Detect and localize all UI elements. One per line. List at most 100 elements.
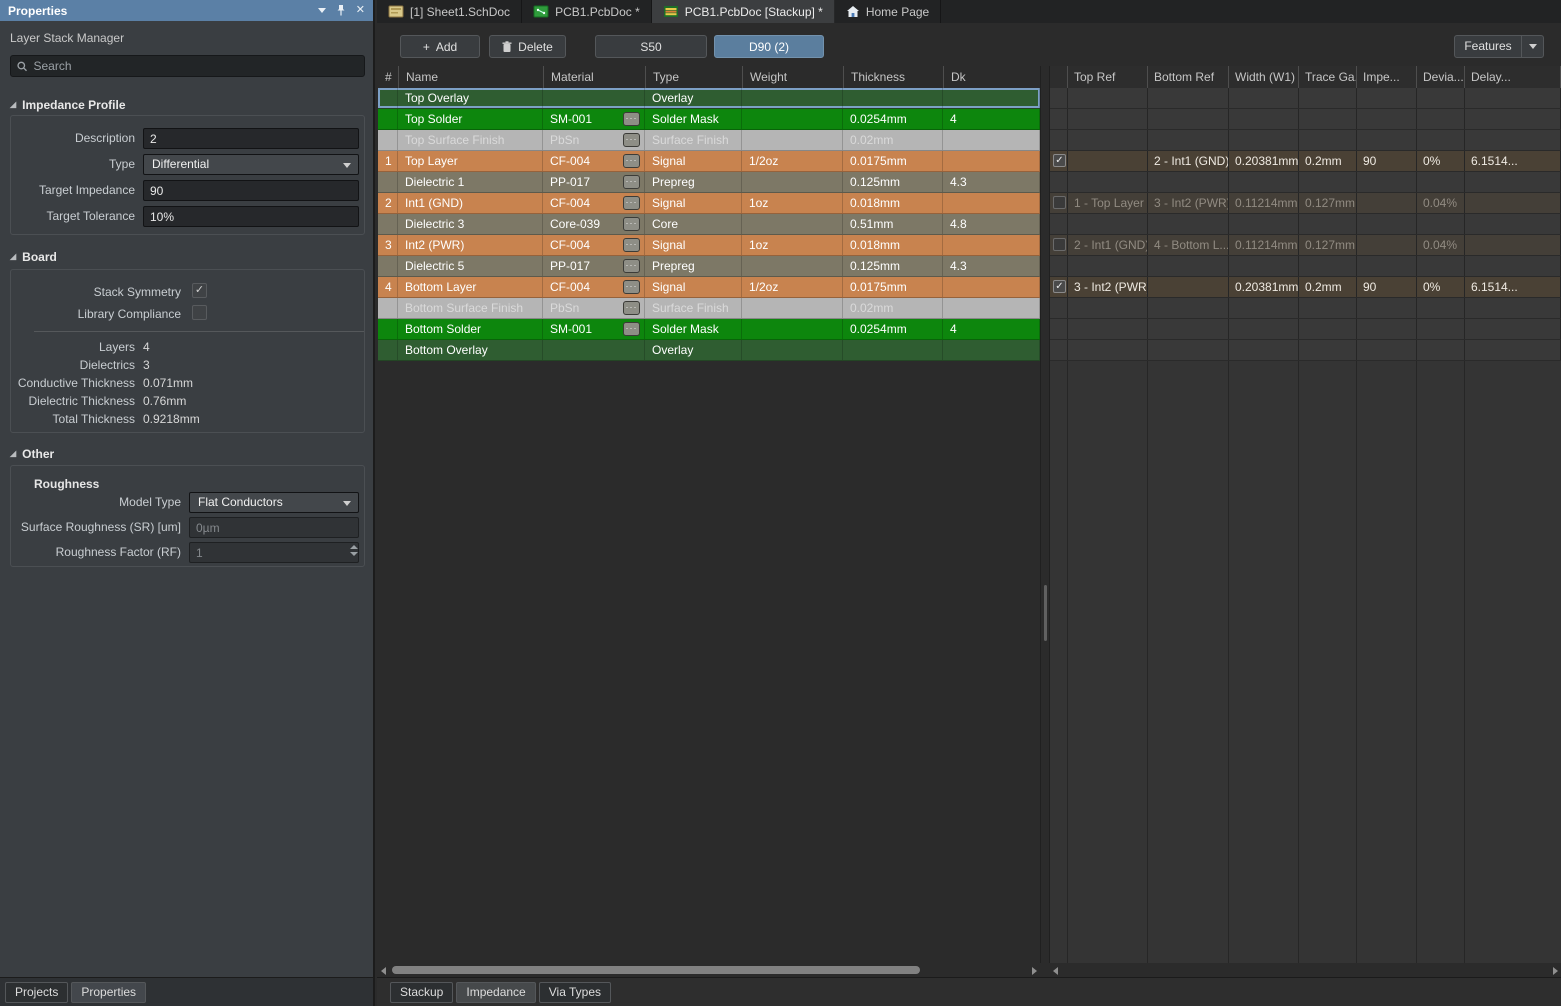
stack-cell: Dielectric 3 xyxy=(398,214,543,234)
stack-table-row[interactable]: Bottom SolderSM-001···Solder Mask0.0254m… xyxy=(378,319,1040,340)
impedance-cell xyxy=(1357,235,1417,255)
impedance-cell: 6.1514... xyxy=(1465,151,1561,171)
horizontal-scrollbar-stack[interactable] xyxy=(378,963,1040,977)
stack-table-row[interactable]: 1Top LayerCF-004···Signal1/2oz0.0175mm xyxy=(378,151,1040,172)
chevron-down-icon[interactable] xyxy=(318,8,326,13)
material-browse-button[interactable]: ··· xyxy=(623,217,640,231)
description-field[interactable] xyxy=(143,128,359,149)
stack-table-row[interactable]: 2Int1 (GND)CF-004···Signal1oz0.018mm xyxy=(378,193,1040,214)
stat-value: 0.76mm xyxy=(143,392,186,410)
scroll-right-icon[interactable] xyxy=(1553,967,1558,975)
impedance-cell xyxy=(1050,256,1068,276)
tab-via-types[interactable]: Via Types xyxy=(539,982,611,1003)
impedance-cell xyxy=(1357,88,1417,108)
doc-tab-home[interactable]: Home Page xyxy=(835,0,941,23)
stack-cell: 0.125mm xyxy=(843,256,943,276)
stack-table-row[interactable]: Bottom OverlayOverlay xyxy=(378,340,1040,361)
impedance-cell: 0% xyxy=(1417,277,1465,297)
impedance-cell xyxy=(1050,298,1068,318)
features-button[interactable]: Features xyxy=(1454,35,1544,58)
impedance-cell: 6.1514... xyxy=(1465,277,1561,297)
stack-table-row[interactable]: Top OverlayOverlay xyxy=(378,88,1040,109)
material-browse-button[interactable]: ··· xyxy=(623,280,640,294)
material-browse-button[interactable]: ··· xyxy=(623,154,640,168)
impedance-cell xyxy=(1417,319,1465,339)
column-header: # xyxy=(378,66,398,88)
impedance-cell xyxy=(1050,193,1068,213)
collapse-triangle-icon: ◢ xyxy=(10,450,16,458)
section-other[interactable]: ◢ Other xyxy=(10,447,54,461)
doc-tab-stackup[interactable]: PCB1.PcbDoc [Stackup] * xyxy=(652,0,835,23)
material-browse-button[interactable]: ··· xyxy=(623,322,640,336)
scrollbar-thumb[interactable] xyxy=(392,966,920,974)
pin-icon[interactable] xyxy=(336,5,346,16)
scroll-left-icon[interactable] xyxy=(381,967,386,975)
scroll-left-icon[interactable] xyxy=(1053,967,1058,975)
material-browse-button[interactable]: ··· xyxy=(623,238,640,252)
target-impedance-field[interactable] xyxy=(143,180,359,201)
search-input[interactable] xyxy=(33,59,358,73)
impedance-row-checkbox[interactable]: ✓ xyxy=(1053,280,1066,293)
tab-stackup[interactable]: Stackup xyxy=(390,982,453,1003)
impedance-row[interactable]: 2 - Int1 (GND)4 - Bottom L...0.11214mm0.… xyxy=(1050,235,1561,256)
stack-table-row[interactable]: Dielectric 5PP-017···Prepreg0.125mm4.3 xyxy=(378,256,1040,277)
close-icon[interactable]: ✕ xyxy=(356,5,365,16)
stack-cell: 4 xyxy=(378,277,398,297)
stack-table-row[interactable]: Top SolderSM-001···Solder Mask0.0254mm4 xyxy=(378,109,1040,130)
impedance-cell xyxy=(1148,88,1229,108)
add-button[interactable]: +Add xyxy=(400,35,480,58)
stack-table-row[interactable]: 4Bottom LayerCF-004···Signal1/2oz0.0175m… xyxy=(378,277,1040,298)
stack-cell xyxy=(378,256,398,276)
tab-impedance[interactable]: Impedance xyxy=(456,982,535,1003)
impedance-cell xyxy=(1465,130,1561,150)
search-box[interactable] xyxy=(10,55,365,77)
scrollbar-thumb[interactable] xyxy=(1044,585,1047,641)
material-browse-button[interactable]: ··· xyxy=(623,133,640,147)
impedance-cell xyxy=(1148,109,1229,129)
impedance-row-checkbox[interactable] xyxy=(1053,238,1066,251)
stat-value: 4 xyxy=(143,338,150,356)
scroll-right-icon[interactable] xyxy=(1032,967,1037,975)
stack-table-row[interactable]: Dielectric 1PP-017···Prepreg0.125mm4.3 xyxy=(378,172,1040,193)
material-browse-button[interactable]: ··· xyxy=(623,175,640,189)
material-browse-button[interactable]: ··· xyxy=(623,196,640,210)
delete-button[interactable]: Delete xyxy=(489,35,566,58)
target-tolerance-field[interactable] xyxy=(143,206,359,227)
library-compliance-checkbox[interactable] xyxy=(192,305,207,320)
material-browse-button[interactable]: ··· xyxy=(623,112,640,126)
section-impedance-profile[interactable]: ◢ Impedance Profile xyxy=(10,98,126,112)
stack-table-row[interactable]: Bottom Surface FinishPbSn···Surface Fini… xyxy=(378,298,1040,319)
stack-table-row[interactable]: Dielectric 3Core-039···Core0.51mm4.8 xyxy=(378,214,1040,235)
stack-table-row[interactable]: 3Int2 (PWR)CF-004···Signal1oz0.018mm xyxy=(378,235,1040,256)
horizontal-scrollbar-impedance[interactable] xyxy=(1050,963,1561,977)
stack-table-row[interactable]: Top Surface FinishPbSn···Surface Finish0… xyxy=(378,130,1040,151)
impedance-row[interactable]: ✓2 - Int1 (GND)0.20381mm0.2mm900%6.1514.… xyxy=(1050,151,1561,172)
spinner-stepper[interactable] xyxy=(350,545,358,556)
vertical-scrollbar[interactable] xyxy=(1040,66,1050,963)
surface-roughness-field[interactable] xyxy=(189,517,359,538)
stack-cell xyxy=(943,235,1040,255)
stack-cell xyxy=(742,88,843,108)
model-type-dropdown[interactable]: Flat Conductors xyxy=(189,492,359,513)
type-dropdown[interactable]: Differential xyxy=(143,154,359,175)
doc-tab-pcbdoc[interactable]: PCB1.PcbDoc * xyxy=(522,0,652,23)
stack-symmetry-checkbox[interactable]: ✓ xyxy=(192,283,207,298)
impedance-cell xyxy=(1148,214,1229,234)
tab-properties[interactable]: Properties xyxy=(71,982,146,1003)
section-board[interactable]: ◢ Board xyxy=(10,250,57,264)
material-browse-button[interactable]: ··· xyxy=(623,259,640,273)
profile-button-s50[interactable]: S50 xyxy=(595,35,707,58)
impedance-row[interactable]: ✓3 - Int2 (PWR)0.20381mm0.2mm900%6.1514.… xyxy=(1050,277,1561,298)
column-header: Name xyxy=(398,66,543,88)
profile-button-d90[interactable]: D90 (2) xyxy=(714,35,824,58)
tab-projects[interactable]: Projects xyxy=(5,982,68,1003)
impedance-row-checkbox[interactable]: ✓ xyxy=(1053,154,1066,167)
impedance-row[interactable]: 1 - Top Layer3 - Int2 (PWR)0.11214mm0.12… xyxy=(1050,193,1561,214)
stack-cell: Surface Finish xyxy=(645,130,742,150)
material-browse-button[interactable]: ··· xyxy=(623,301,640,315)
impedance-cell: 0.20381mm xyxy=(1229,151,1299,171)
impedance-table-grid xyxy=(1050,361,1561,963)
roughness-factor-field[interactable] xyxy=(189,542,359,563)
doc-tab-schdoc[interactable]: [1] Sheet1.SchDoc xyxy=(377,0,522,23)
impedance-row-checkbox[interactable] xyxy=(1053,196,1066,209)
